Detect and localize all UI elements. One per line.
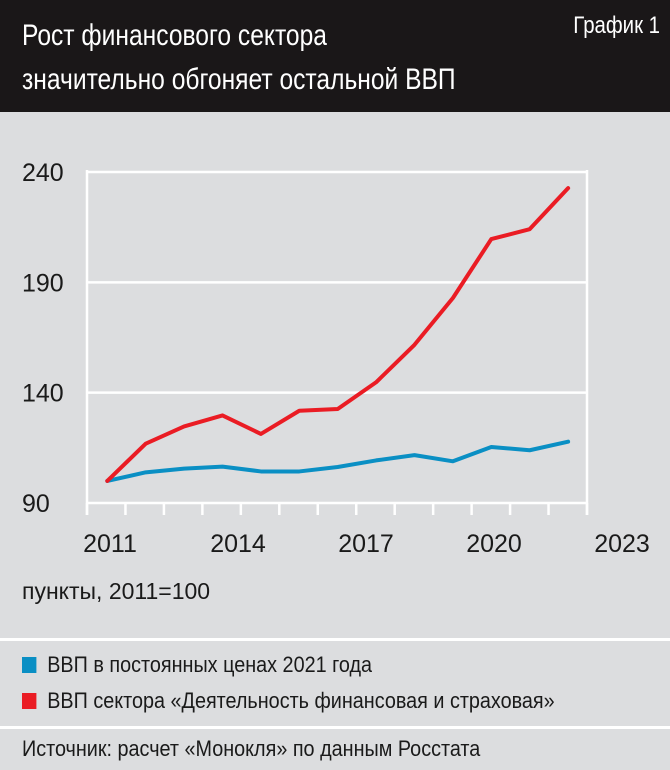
series-line-1 [105,186,571,483]
y-tick-label: 240 [22,159,64,187]
y-tick-label: 190 [22,269,64,297]
x-tick-label: 2023 [594,530,650,558]
x-tick-label: 2020 [466,530,522,558]
source-note: Источник: расчет «Монокля» по данным Рос… [22,736,481,761]
legend-label: ВВП сектора «Деятельность финансовая и с… [47,688,555,713]
header: Рост финансового сектора значительно обго… [0,0,670,112]
y-tick-label: 140 [22,380,64,408]
x-tick-label: 2011 [83,530,137,558]
y-unit-label: пункты, 2011=100 [22,578,211,604]
legend-item-gdp: ВВП в постоянных ценах 2021 года [22,652,372,678]
title-line-2: значительно обгоняет остальной ВВП [22,63,456,96]
line-chart: 240 190 140 90 2011 2014 2017 2020 2023 [22,159,650,558]
y-tick-label: 90 [22,490,50,518]
series-line-0 [105,439,571,483]
divider [0,726,670,729]
x-tick-label: 2017 [338,530,394,558]
chart-number-label: График 1 [573,12,660,39]
chart-title: Рост финансового сектора значительно обго… [22,14,547,102]
legend-item-finance: ВВП сектора «Деятельность финансовая и с… [22,688,555,714]
legend-swatch-blue [22,657,37,673]
legend-swatch-red [22,693,37,709]
x-tick-label: 2014 [210,530,266,558]
divider [0,638,670,641]
title-line-1: Рост финансового сектора [22,19,327,52]
legend-label: ВВП в постоянных ценах 2021 года [47,652,373,677]
